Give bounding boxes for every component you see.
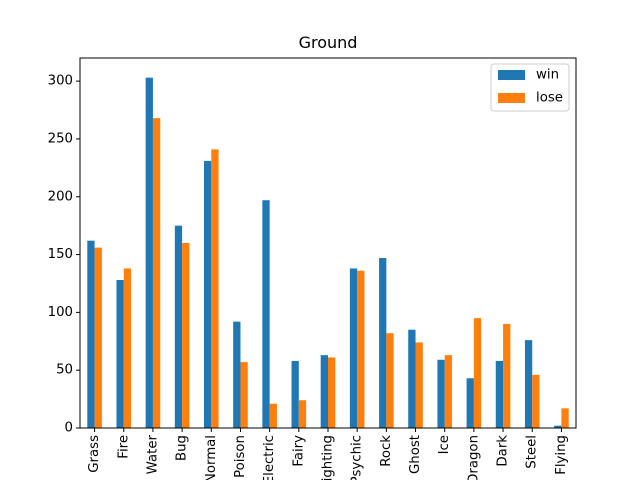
y-tick-label: 100 [48, 305, 73, 320]
bar-win-electric [262, 200, 270, 428]
bar-lose-fire [123, 268, 132, 428]
bar-win-dark [495, 360, 504, 428]
bar-lose-electric [269, 403, 277, 428]
y-tick-label: 0 [65, 421, 73, 436]
chart-title: Ground [299, 33, 358, 52]
bar-lose-rock [386, 333, 394, 428]
bar-lose-fighting [328, 357, 336, 428]
bar-lose-steel [532, 374, 540, 428]
bar-win-rock [379, 258, 387, 428]
legend-label-win: win [536, 68, 559, 83]
x-tick-label: Ghost [408, 435, 423, 474]
bar-win-steel [524, 340, 533, 428]
bar-lose-poison [240, 362, 248, 428]
legend-swatch-win [498, 70, 525, 80]
bar-win-fighting [320, 355, 328, 428]
bar-win-grass [87, 240, 95, 428]
bar-win-ice [437, 359, 445, 428]
x-tick-label: Ice [437, 435, 452, 454]
bar-lose-flying [561, 408, 569, 428]
x-tick-label: Steel [525, 435, 540, 469]
bar-win-water [145, 77, 153, 428]
bar-win-fire [116, 280, 124, 428]
bar-win-flying [554, 425, 562, 428]
x-tick-label: Normal [204, 435, 219, 480]
x-tick-label: Rock [379, 435, 394, 467]
bar-lose-fairy [298, 400, 307, 428]
bars-layer [87, 77, 569, 428]
bar-lose-dragon [473, 318, 482, 428]
x-tick-label: Fire [116, 435, 131, 459]
x-tick-label: Fairy [291, 435, 306, 467]
bar-lose-bug [182, 243, 190, 428]
bar-win-ghost [408, 329, 416, 428]
y-tick-label: 250 [48, 131, 73, 146]
bar-lose-ghost [415, 342, 423, 428]
x-tick-label: Flying [554, 435, 569, 475]
x-tick-label: Dragon [466, 435, 481, 480]
x-tick-label: Water [145, 434, 160, 474]
bar-win-normal [204, 160, 212, 428]
y-tick-label: 200 [48, 189, 73, 204]
x-axis-ticks: Grass Fire Water Bug Normal Poison Electric Fai… [87, 428, 569, 480]
x-tick-label: Bug [175, 435, 190, 461]
legend-swatch-lose [498, 93, 525, 103]
x-tick-label: Dark [496, 435, 511, 467]
y-tick-label: 300 [48, 74, 73, 89]
bar-win-bug [174, 225, 183, 428]
bar-win-dragon [466, 378, 474, 428]
y-axis-ticks: 0 50 100 150 200 250 300 [48, 74, 80, 436]
bar-win-poison [233, 321, 241, 428]
legend-label-lose: lose [536, 91, 563, 106]
legend: win lose [490, 63, 570, 112]
bar-lose-psychic [357, 270, 365, 428]
x-tick-label: Grass [87, 435, 102, 473]
bar-win-psychic [349, 268, 358, 428]
bar-lose-ice [444, 355, 452, 428]
x-tick-label: Poison [233, 435, 248, 478]
x-tick-label: Fighting [321, 435, 336, 480]
bar-lose-dark [503, 323, 511, 428]
bar-lose-normal [211, 149, 219, 428]
x-tick-label: Psychic [350, 435, 365, 480]
bar-lose-grass [94, 247, 102, 428]
bar-win-fairy [291, 360, 299, 428]
x-tick-label: Electric [262, 435, 277, 480]
y-tick-label: 50 [56, 363, 73, 378]
plot-frame [79, 57, 577, 429]
y-tick-label: 150 [48, 247, 73, 262]
bar-lose-water [152, 118, 161, 428]
